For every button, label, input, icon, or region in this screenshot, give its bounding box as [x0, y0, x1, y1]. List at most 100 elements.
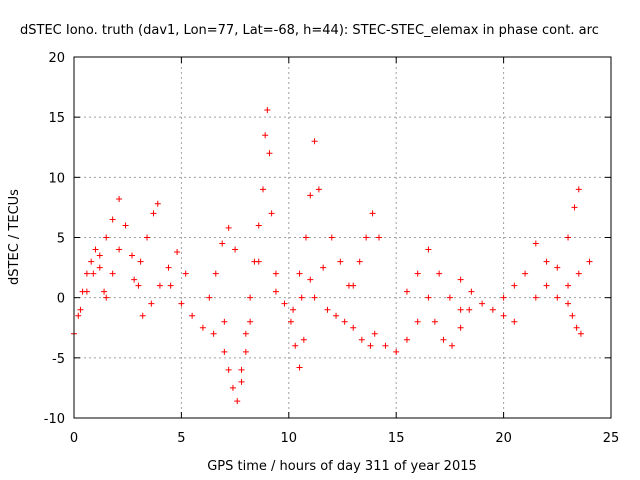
- y-tick-label: 20: [48, 51, 65, 66]
- data-point: [92, 246, 99, 253]
- data-point: [272, 270, 279, 277]
- data-point: [221, 348, 228, 355]
- data-point: [320, 264, 327, 271]
- data-point: [571, 204, 578, 211]
- data-point: [543, 258, 550, 265]
- data-point: [511, 318, 518, 325]
- data-point: [479, 300, 486, 307]
- series-arc-16: [350, 210, 383, 289]
- data-point: [255, 222, 262, 229]
- data-point: [268, 210, 275, 217]
- data-point: [577, 330, 584, 337]
- y-tick-label: 5: [57, 232, 65, 247]
- data-point: [144, 234, 151, 241]
- data-point: [137, 258, 144, 265]
- data-point: [315, 186, 322, 193]
- data-point: [573, 324, 580, 331]
- data-point: [586, 258, 593, 265]
- data-point: [182, 270, 189, 277]
- data-point: [341, 318, 348, 325]
- data-point: [324, 306, 331, 313]
- data-point: [247, 318, 254, 325]
- data-point: [457, 324, 464, 331]
- data-point: [167, 282, 174, 289]
- ticks: [73, 56, 612, 419]
- data-point: [425, 294, 432, 301]
- data-point: [101, 288, 108, 295]
- data-point: [436, 270, 443, 277]
- data-point: [287, 318, 294, 325]
- data-point: [376, 234, 383, 241]
- data-point: [337, 258, 344, 265]
- data-point: [358, 336, 365, 343]
- data-point: [466, 306, 473, 313]
- data-point: [363, 234, 370, 241]
- data-point: [238, 378, 245, 385]
- data-point: [232, 246, 239, 253]
- series-arc-08: [221, 318, 254, 405]
- y-tick-label: -10: [44, 412, 65, 427]
- y-tick-label: 0: [57, 292, 65, 307]
- data-points: [71, 106, 593, 405]
- x-axis-title: GPS time / hours of day 311 of year 2015: [207, 459, 477, 474]
- data-point: [238, 366, 245, 373]
- data-point: [88, 258, 95, 265]
- data-point: [135, 282, 142, 289]
- series-arc-13: [296, 138, 322, 277]
- data-point: [300, 336, 307, 343]
- data-point: [307, 276, 314, 283]
- data-point: [234, 398, 241, 405]
- data-point: [457, 306, 464, 313]
- data-point: [356, 258, 363, 265]
- series-arc-02: [77, 195, 123, 313]
- data-point: [150, 210, 157, 217]
- chart-title: dSTEC Iono. truth (dav1, Lon=77, Lat=-68…: [20, 23, 599, 38]
- data-point: [260, 186, 267, 193]
- data-point: [382, 342, 389, 349]
- data-point: [103, 234, 110, 241]
- data-point: [219, 240, 226, 247]
- data-point: [367, 342, 374, 349]
- data-point: [575, 186, 582, 193]
- data-point: [156, 282, 163, 289]
- data-point: [425, 246, 432, 253]
- series-arc-18: [403, 246, 464, 313]
- data-point: [403, 288, 410, 295]
- y-tick-label: 15: [48, 111, 65, 126]
- data-point: [350, 282, 357, 289]
- x-tick-label: 20: [495, 431, 512, 446]
- data-point: [350, 324, 357, 331]
- data-point: [206, 294, 213, 301]
- data-point: [225, 224, 232, 231]
- data-point: [96, 264, 103, 271]
- data-point: [174, 248, 181, 255]
- series-arc-12: [287, 318, 307, 371]
- data-point: [440, 336, 447, 343]
- data-point: [298, 294, 305, 301]
- data-point: [500, 294, 507, 301]
- data-point: [489, 306, 496, 313]
- data-point: [554, 264, 561, 271]
- data-point: [565, 234, 572, 241]
- data-point: [229, 384, 236, 391]
- data-point: [532, 294, 539, 301]
- data-point: [371, 330, 378, 337]
- data-point: [449, 342, 456, 349]
- data-point: [77, 306, 84, 313]
- y-axis-title: dSTEC / TECUs: [7, 189, 22, 285]
- x-tick-label: 15: [388, 431, 405, 446]
- data-point: [403, 336, 410, 343]
- x-tick-label: 25: [603, 431, 620, 446]
- data-point: [109, 270, 116, 277]
- data-point: [414, 270, 421, 277]
- data-point: [302, 234, 309, 241]
- data-point: [109, 216, 116, 223]
- data-point: [83, 288, 90, 295]
- data-point: [468, 288, 475, 295]
- series-arc-03: [103, 222, 142, 301]
- data-point: [264, 106, 271, 113]
- data-point: [311, 294, 318, 301]
- series-arc-22: [532, 186, 582, 301]
- data-point: [255, 258, 262, 265]
